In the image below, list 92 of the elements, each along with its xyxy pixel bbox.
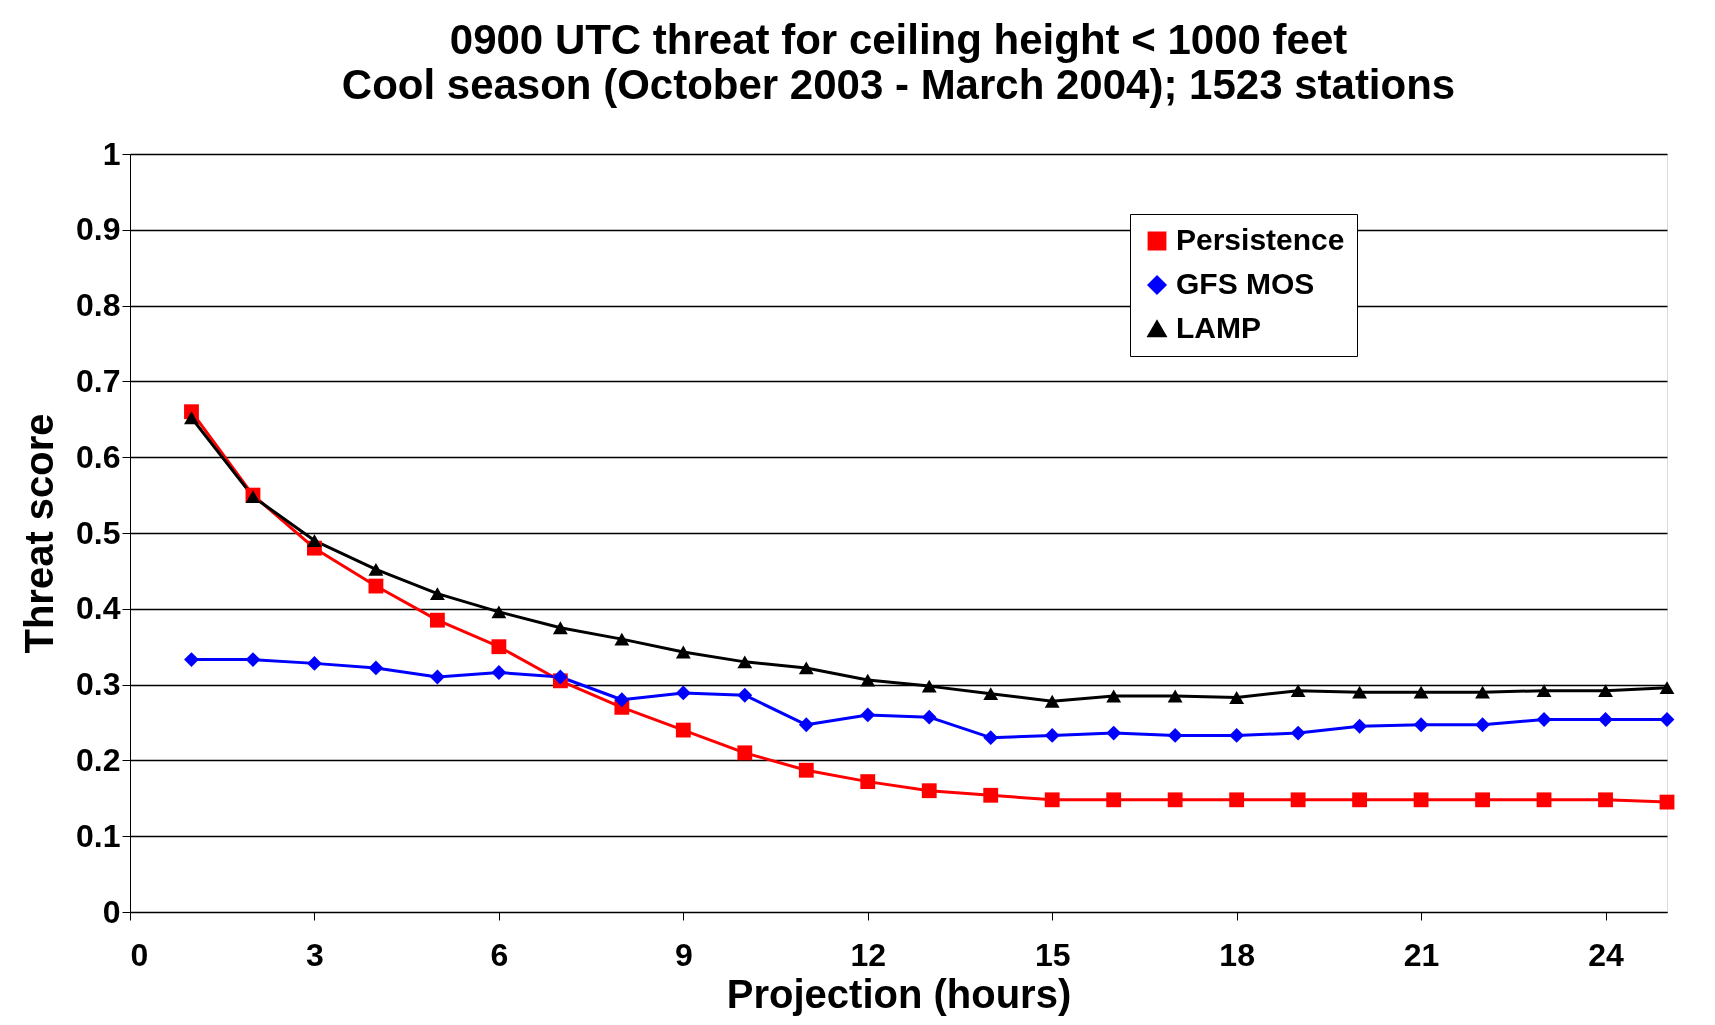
point bbox=[983, 687, 999, 701]
point bbox=[184, 652, 199, 667]
point bbox=[737, 655, 753, 669]
point bbox=[491, 605, 507, 619]
point bbox=[860, 774, 876, 790]
point bbox=[1352, 685, 1368, 699]
point bbox=[1598, 792, 1613, 808]
y-tick-label: 0.6 bbox=[76, 438, 121, 475]
point bbox=[1352, 718, 1368, 734]
y-tick-label: 0.2 bbox=[76, 741, 121, 778]
x-tick-label: 3 bbox=[306, 936, 324, 973]
point bbox=[1475, 685, 1490, 699]
point bbox=[737, 687, 753, 703]
point bbox=[1167, 727, 1183, 743]
point bbox=[1167, 689, 1183, 703]
y-axis-title: Threat score bbox=[17, 413, 62, 654]
y-tick-label: 0.3 bbox=[76, 666, 121, 703]
x-tick-label: 18 bbox=[1219, 936, 1255, 973]
point bbox=[1475, 792, 1490, 808]
point bbox=[1229, 691, 1245, 704]
point bbox=[798, 717, 814, 733]
point bbox=[1106, 689, 1122, 703]
x-tick-label: 21 bbox=[1403, 936, 1440, 973]
point bbox=[1352, 792, 1368, 808]
point bbox=[1044, 694, 1060, 708]
point bbox=[245, 652, 261, 667]
point bbox=[307, 534, 322, 547]
point bbox=[1413, 717, 1429, 733]
point bbox=[1598, 712, 1613, 727]
point bbox=[737, 745, 753, 761]
point bbox=[1290, 792, 1306, 808]
point bbox=[614, 632, 630, 646]
point bbox=[860, 707, 876, 723]
point bbox=[921, 679, 937, 693]
point bbox=[1413, 685, 1429, 699]
point bbox=[1106, 725, 1122, 741]
point bbox=[983, 787, 999, 803]
y-tick-label: 1 bbox=[102, 135, 121, 172]
point bbox=[921, 783, 937, 799]
point bbox=[860, 673, 876, 687]
point bbox=[429, 587, 445, 601]
point bbox=[491, 639, 507, 655]
legend-label: GFS MOS bbox=[1176, 267, 1315, 300]
point bbox=[1536, 792, 1552, 808]
point bbox=[675, 722, 691, 738]
point bbox=[1475, 717, 1490, 733]
point bbox=[1044, 792, 1060, 808]
point bbox=[184, 411, 199, 425]
legend-label: LAMP bbox=[1176, 311, 1261, 344]
point bbox=[1536, 684, 1552, 698]
point bbox=[1290, 725, 1306, 741]
point bbox=[368, 562, 384, 576]
x-tick-label: 12 bbox=[850, 936, 887, 973]
point bbox=[552, 621, 568, 635]
chart-title: 0900 UTC threat for ceiling height < 1000 feet bbox=[449, 16, 1348, 63]
x-tick-label: 9 bbox=[674, 936, 693, 973]
point bbox=[614, 692, 630, 708]
y-tick-label: 0.7 bbox=[76, 362, 121, 399]
point bbox=[921, 709, 937, 725]
y-tick-label: 0.9 bbox=[76, 211, 121, 248]
point bbox=[675, 645, 691, 659]
point bbox=[1659, 794, 1675, 810]
x-tick-label: 0 bbox=[130, 936, 149, 973]
point bbox=[1044, 727, 1060, 743]
point bbox=[1229, 727, 1245, 743]
y-tick-label: 0.4 bbox=[76, 590, 121, 627]
point bbox=[429, 669, 445, 685]
x-tick-label: 6 bbox=[490, 936, 509, 973]
y-tick-label: 0.8 bbox=[76, 287, 121, 324]
x-tick-label: 24 bbox=[1588, 936, 1625, 973]
point bbox=[368, 660, 384, 676]
point bbox=[1413, 792, 1429, 808]
y-tick-label: 0.5 bbox=[76, 514, 121, 551]
point bbox=[1290, 684, 1306, 698]
point bbox=[798, 762, 814, 778]
point bbox=[491, 665, 507, 680]
x-axis-title: Projection (hours) bbox=[726, 971, 1072, 1016]
legend-label: Persistence bbox=[1176, 223, 1345, 256]
point bbox=[552, 669, 568, 685]
point bbox=[1106, 792, 1122, 808]
point bbox=[983, 730, 999, 746]
x-tick-label: 15 bbox=[1034, 936, 1071, 973]
point bbox=[307, 655, 322, 671]
point bbox=[429, 612, 445, 628]
point bbox=[675, 685, 691, 701]
point bbox=[798, 661, 814, 675]
y-tick-label: 0 bbox=[102, 893, 121, 930]
point bbox=[1598, 684, 1613, 698]
y-tick-label: 0.1 bbox=[76, 817, 121, 854]
point bbox=[1659, 681, 1675, 695]
point bbox=[1229, 792, 1245, 808]
point bbox=[1167, 792, 1183, 808]
